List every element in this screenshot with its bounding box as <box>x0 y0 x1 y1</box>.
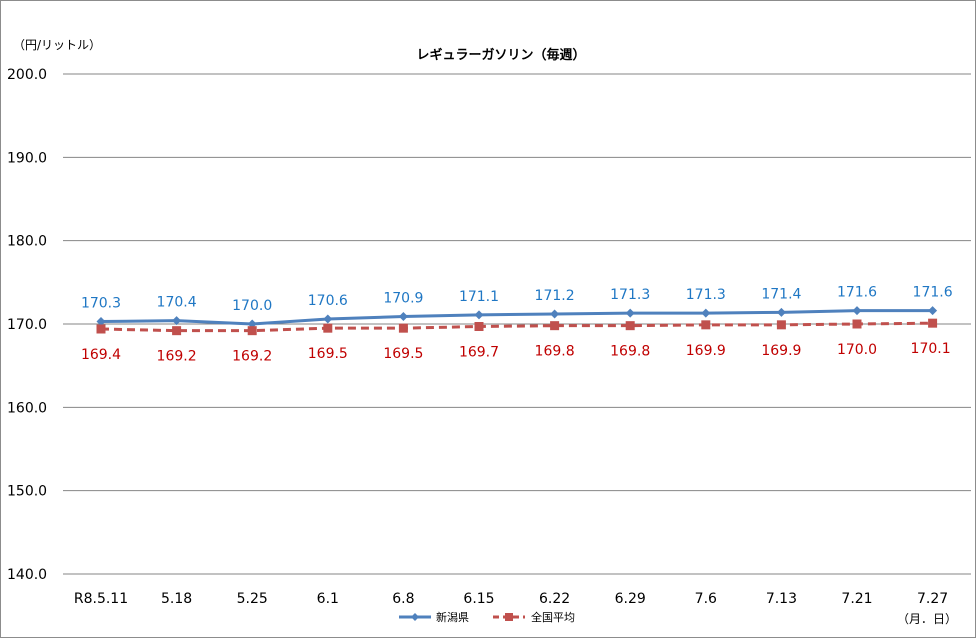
series-line-1 <box>100 321 933 333</box>
data-label: 169.4 <box>81 347 121 363</box>
data-point <box>172 326 182 336</box>
data-label: 169.2 <box>232 349 272 365</box>
data-point <box>474 310 484 320</box>
data-label: 169.9 <box>686 343 726 359</box>
series-layer <box>96 306 938 336</box>
x-tick-label: 6.15 <box>463 591 494 607</box>
data-label: 169.2 <box>157 349 197 365</box>
data-point <box>323 314 333 324</box>
data-point <box>852 319 862 329</box>
data-label: 171.4 <box>761 286 801 302</box>
data-label: 171.6 <box>837 285 877 301</box>
y-tick-label: 170.0 <box>7 317 47 333</box>
data-point <box>852 306 862 316</box>
data-label: 169.5 <box>383 346 423 362</box>
data-point <box>701 308 711 318</box>
data-point <box>625 321 635 331</box>
x-tick-label: 5.25 <box>237 591 268 607</box>
data-point <box>398 312 408 321</box>
data-point <box>928 306 938 316</box>
x-axis: R8.5.11 5.18 5.25 6.1 6.8 6.15 6.22 6.29 7.6 7.13… <box>74 591 948 607</box>
data-label: 169.8 <box>535 344 575 360</box>
gridlines <box>63 73 971 575</box>
x-tick-label: 7.21 <box>841 591 872 607</box>
y-axis: 140.0 150.0 160.0 170.0 180.0 190.0 200.0 <box>7 67 47 583</box>
x-tick-label: 6.29 <box>615 591 646 607</box>
data-label: 169.5 <box>308 346 348 362</box>
series-line-0 <box>100 309 933 326</box>
data-label: 169.9 <box>761 343 801 359</box>
data-point <box>247 326 257 336</box>
data-label: 170.6 <box>308 293 348 309</box>
data-label: 171.2 <box>535 288 575 304</box>
y-tick-label: 180.0 <box>7 234 47 250</box>
data-label: 170.0 <box>837 342 877 358</box>
y-tick-label: 200.0 <box>7 67 47 83</box>
data-label: 171.3 <box>686 287 726 303</box>
data-label: 171.6 <box>913 285 953 301</box>
data-point <box>550 309 560 319</box>
x-tick-label: 7.6 <box>695 591 717 607</box>
data-point <box>96 324 106 334</box>
data-label: 170.9 <box>383 291 423 307</box>
x-tick-label: 5.18 <box>161 591 192 607</box>
data-labels: 170.3 170.4 170.0 170.6 170.9 171.1 171.2 171.3… <box>81 285 953 365</box>
y-axis-unit-label: （円/リットル） <box>13 38 101 52</box>
y-tick-label: 140.0 <box>7 567 47 583</box>
data-label: 170.0 <box>232 298 272 314</box>
data-point <box>398 323 408 333</box>
data-label: 171.3 <box>610 287 650 303</box>
x-tick-label: 6.8 <box>392 591 414 607</box>
legend-marker-series-1 <box>505 613 513 621</box>
legend-label-series-0: 新潟県 <box>436 610 469 624</box>
data-label: 170.1 <box>911 341 951 357</box>
data-label: 170.3 <box>81 296 121 312</box>
x-tick-label: 6.1 <box>317 591 339 607</box>
legend: 新潟県 全国平均 <box>399 610 575 624</box>
data-point <box>172 316 182 326</box>
data-point <box>701 320 711 330</box>
data-point <box>625 308 635 318</box>
chart-title: レギュラーガソリン（毎週） <box>416 47 585 63</box>
y-tick-label: 190.0 <box>7 150 47 166</box>
data-point <box>323 323 333 333</box>
data-point <box>928 318 938 328</box>
data-label: 171.1 <box>459 289 499 305</box>
legend-marker-series-0 <box>411 613 419 621</box>
data-label: 169.8 <box>610 344 650 360</box>
data-point <box>776 307 786 317</box>
y-tick-label: 160.0 <box>7 400 47 416</box>
legend-label-series-1: 全国平均 <box>531 610 575 624</box>
x-tick-label: R8.5.11 <box>74 591 128 607</box>
data-label: 169.7 <box>459 345 499 361</box>
data-point <box>776 320 786 330</box>
data-point <box>96 317 106 326</box>
data-point <box>474 322 484 331</box>
x-tick-label: 7.27 <box>917 591 948 607</box>
data-label: 170.4 <box>157 295 197 311</box>
x-tick-label: 7.13 <box>766 591 797 607</box>
x-axis-unit-label: （月．日） <box>897 612 957 626</box>
y-tick-label: 150.0 <box>7 484 47 500</box>
data-point <box>550 321 560 331</box>
x-tick-label: 6.22 <box>539 591 570 607</box>
